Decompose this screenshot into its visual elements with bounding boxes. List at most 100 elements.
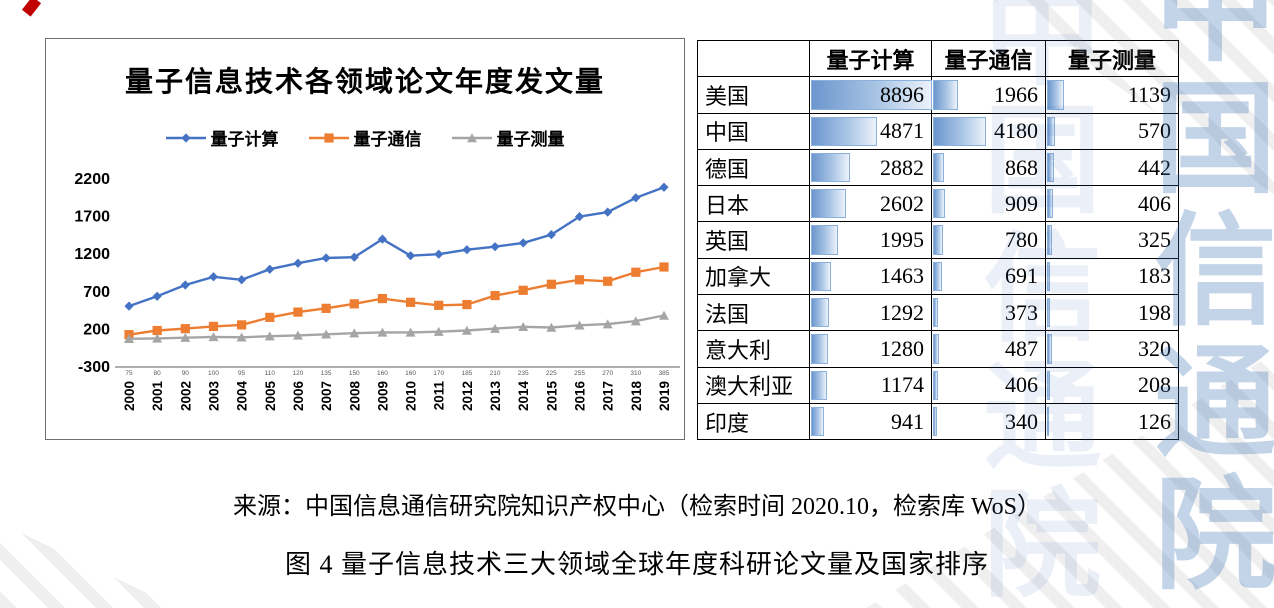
cell-value: 570	[1138, 118, 1171, 144]
data-bar	[1047, 298, 1050, 328]
svg-text:2005: 2005	[263, 381, 278, 412]
cell-value: 208	[1138, 372, 1171, 398]
country-cell: 德国	[697, 148, 810, 187]
cell-value: 1966	[994, 81, 1038, 107]
svg-text:2009: 2009	[375, 381, 390, 411]
data-bar	[933, 152, 945, 183]
value-cell: 941	[809, 402, 932, 441]
value-cell: 325	[1045, 221, 1179, 259]
data-bar	[811, 261, 831, 292]
cell-value: 406	[1138, 190, 1171, 216]
svg-text:2007: 2007	[319, 381, 334, 411]
value-cell: 1995	[809, 221, 932, 259]
source-note: 来源：中国信息通信研究院知识产权中心（检索时间 2020.10，检索库 WoS）	[232, 494, 1042, 520]
svg-text:2200: 2200	[74, 171, 110, 188]
value-cell: 909	[931, 185, 1046, 223]
svg-text:1700: 1700	[74, 209, 110, 226]
svg-text:2006: 2006	[291, 381, 306, 412]
value-cell: 198	[1045, 294, 1179, 332]
country-cell: 法国	[697, 294, 810, 332]
svg-text:80: 80	[154, 370, 162, 377]
cell-value: 1292	[880, 299, 924, 325]
svg-text:1200: 1200	[74, 246, 110, 263]
value-cell: 1139	[1045, 76, 1179, 114]
table-row: 中国 4871 4180 570	[697, 112, 1179, 150]
data-bar	[933, 225, 943, 255]
data-bar	[1047, 225, 1052, 255]
cell-value: 1463	[880, 263, 924, 289]
cell-value: 1139	[1127, 81, 1171, 107]
legend-marker-icon	[308, 132, 349, 143]
country-cell: 中国	[697, 112, 810, 150]
svg-text:235: 235	[518, 370, 529, 377]
value-cell: 4871	[809, 112, 932, 150]
cell-value: 442	[1138, 154, 1171, 180]
legend-item: 量子通信	[308, 125, 422, 150]
svg-text:700: 700	[83, 284, 110, 301]
table-row: 意大利 1280 487 320	[697, 330, 1179, 368]
svg-text:75: 75	[125, 370, 133, 377]
svg-text:270: 270	[602, 370, 613, 377]
cell-value: 780	[1005, 227, 1038, 253]
value-cell: 1280	[809, 330, 932, 368]
cell-value: 487	[1005, 336, 1038, 362]
cell-value: 325	[1138, 227, 1171, 253]
data-bar	[933, 298, 938, 328]
svg-text:100: 100	[208, 370, 219, 377]
line-chart: 2200 1700 1200 700 200 -300 2000 2001 2002 2003 20…	[74, 171, 680, 412]
corner-header	[697, 39, 810, 78]
ranking-table-wrap: 量子计算 量子通信 量子测量 美国 8896 1966 1139 中国 4871 4180 570 德…	[697, 39, 1179, 441]
svg-text:2003: 2003	[206, 381, 221, 412]
cell-value: 4180	[994, 118, 1038, 144]
svg-text:2015: 2015	[544, 381, 559, 412]
value-cell: 340	[931, 402, 1046, 441]
country-cell: 意大利	[697, 330, 810, 368]
value-cell: 1292	[809, 294, 932, 332]
cell-value: 1995	[880, 227, 924, 253]
value-cell: 320	[1045, 330, 1179, 368]
value-cell: 406	[931, 366, 1046, 404]
cell-value: 198	[1138, 299, 1171, 325]
cell-value: 373	[1005, 299, 1038, 325]
data-bar	[933, 80, 958, 110]
data-bar	[811, 370, 827, 400]
svg-text:2002: 2002	[178, 381, 193, 411]
data-bar	[811, 334, 829, 364]
cell-value: 406	[1005, 372, 1038, 398]
data-bar	[933, 261, 942, 292]
table-row: 德国 2882 868 442	[697, 148, 1179, 187]
svg-text:2011: 2011	[432, 381, 447, 411]
svg-text:170: 170	[433, 370, 444, 377]
value-cell: 570	[1045, 112, 1179, 150]
svg-text:90: 90	[182, 370, 190, 377]
country-cell: 印度	[697, 402, 810, 441]
data-bar	[811, 298, 829, 328]
chart-panel: 量子信息技术各领域论文年度发文量 量子计算 量子通信 量子测量 2200 1700 12…	[45, 38, 685, 440]
legend-label: 量子计算	[210, 130, 279, 149]
svg-text:135: 135	[321, 370, 332, 377]
value-cell: 1174	[809, 366, 932, 404]
svg-text:2018: 2018	[629, 381, 644, 412]
data-bar	[1047, 116, 1056, 146]
svg-text:150: 150	[349, 370, 360, 377]
table-row: 英国 1995 780 325	[697, 221, 1179, 259]
value-cell: 4180	[931, 112, 1046, 150]
table-row: 日本 2602 909 406	[697, 185, 1179, 223]
svg-text:210: 210	[490, 370, 501, 377]
data-bar	[811, 189, 847, 219]
value-cell: 373	[931, 294, 1046, 332]
data-bar	[1047, 334, 1052, 364]
data-bar	[811, 80, 932, 110]
svg-text:225: 225	[546, 370, 557, 377]
value-cell: 780	[931, 221, 1046, 259]
data-bar	[933, 370, 939, 400]
cell-value: 2882	[880, 154, 924, 180]
red-corner-mark	[21, 0, 42, 17]
svg-text:110: 110	[265, 370, 276, 377]
svg-text:160: 160	[405, 370, 416, 377]
cell-value: 340	[1005, 408, 1038, 434]
legend-label: 量子测量	[496, 130, 565, 149]
chart-legend: 量子计算 量子通信 量子测量	[46, 125, 684, 150]
value-cell: 487	[931, 330, 1046, 368]
data-bar	[1047, 152, 1054, 183]
